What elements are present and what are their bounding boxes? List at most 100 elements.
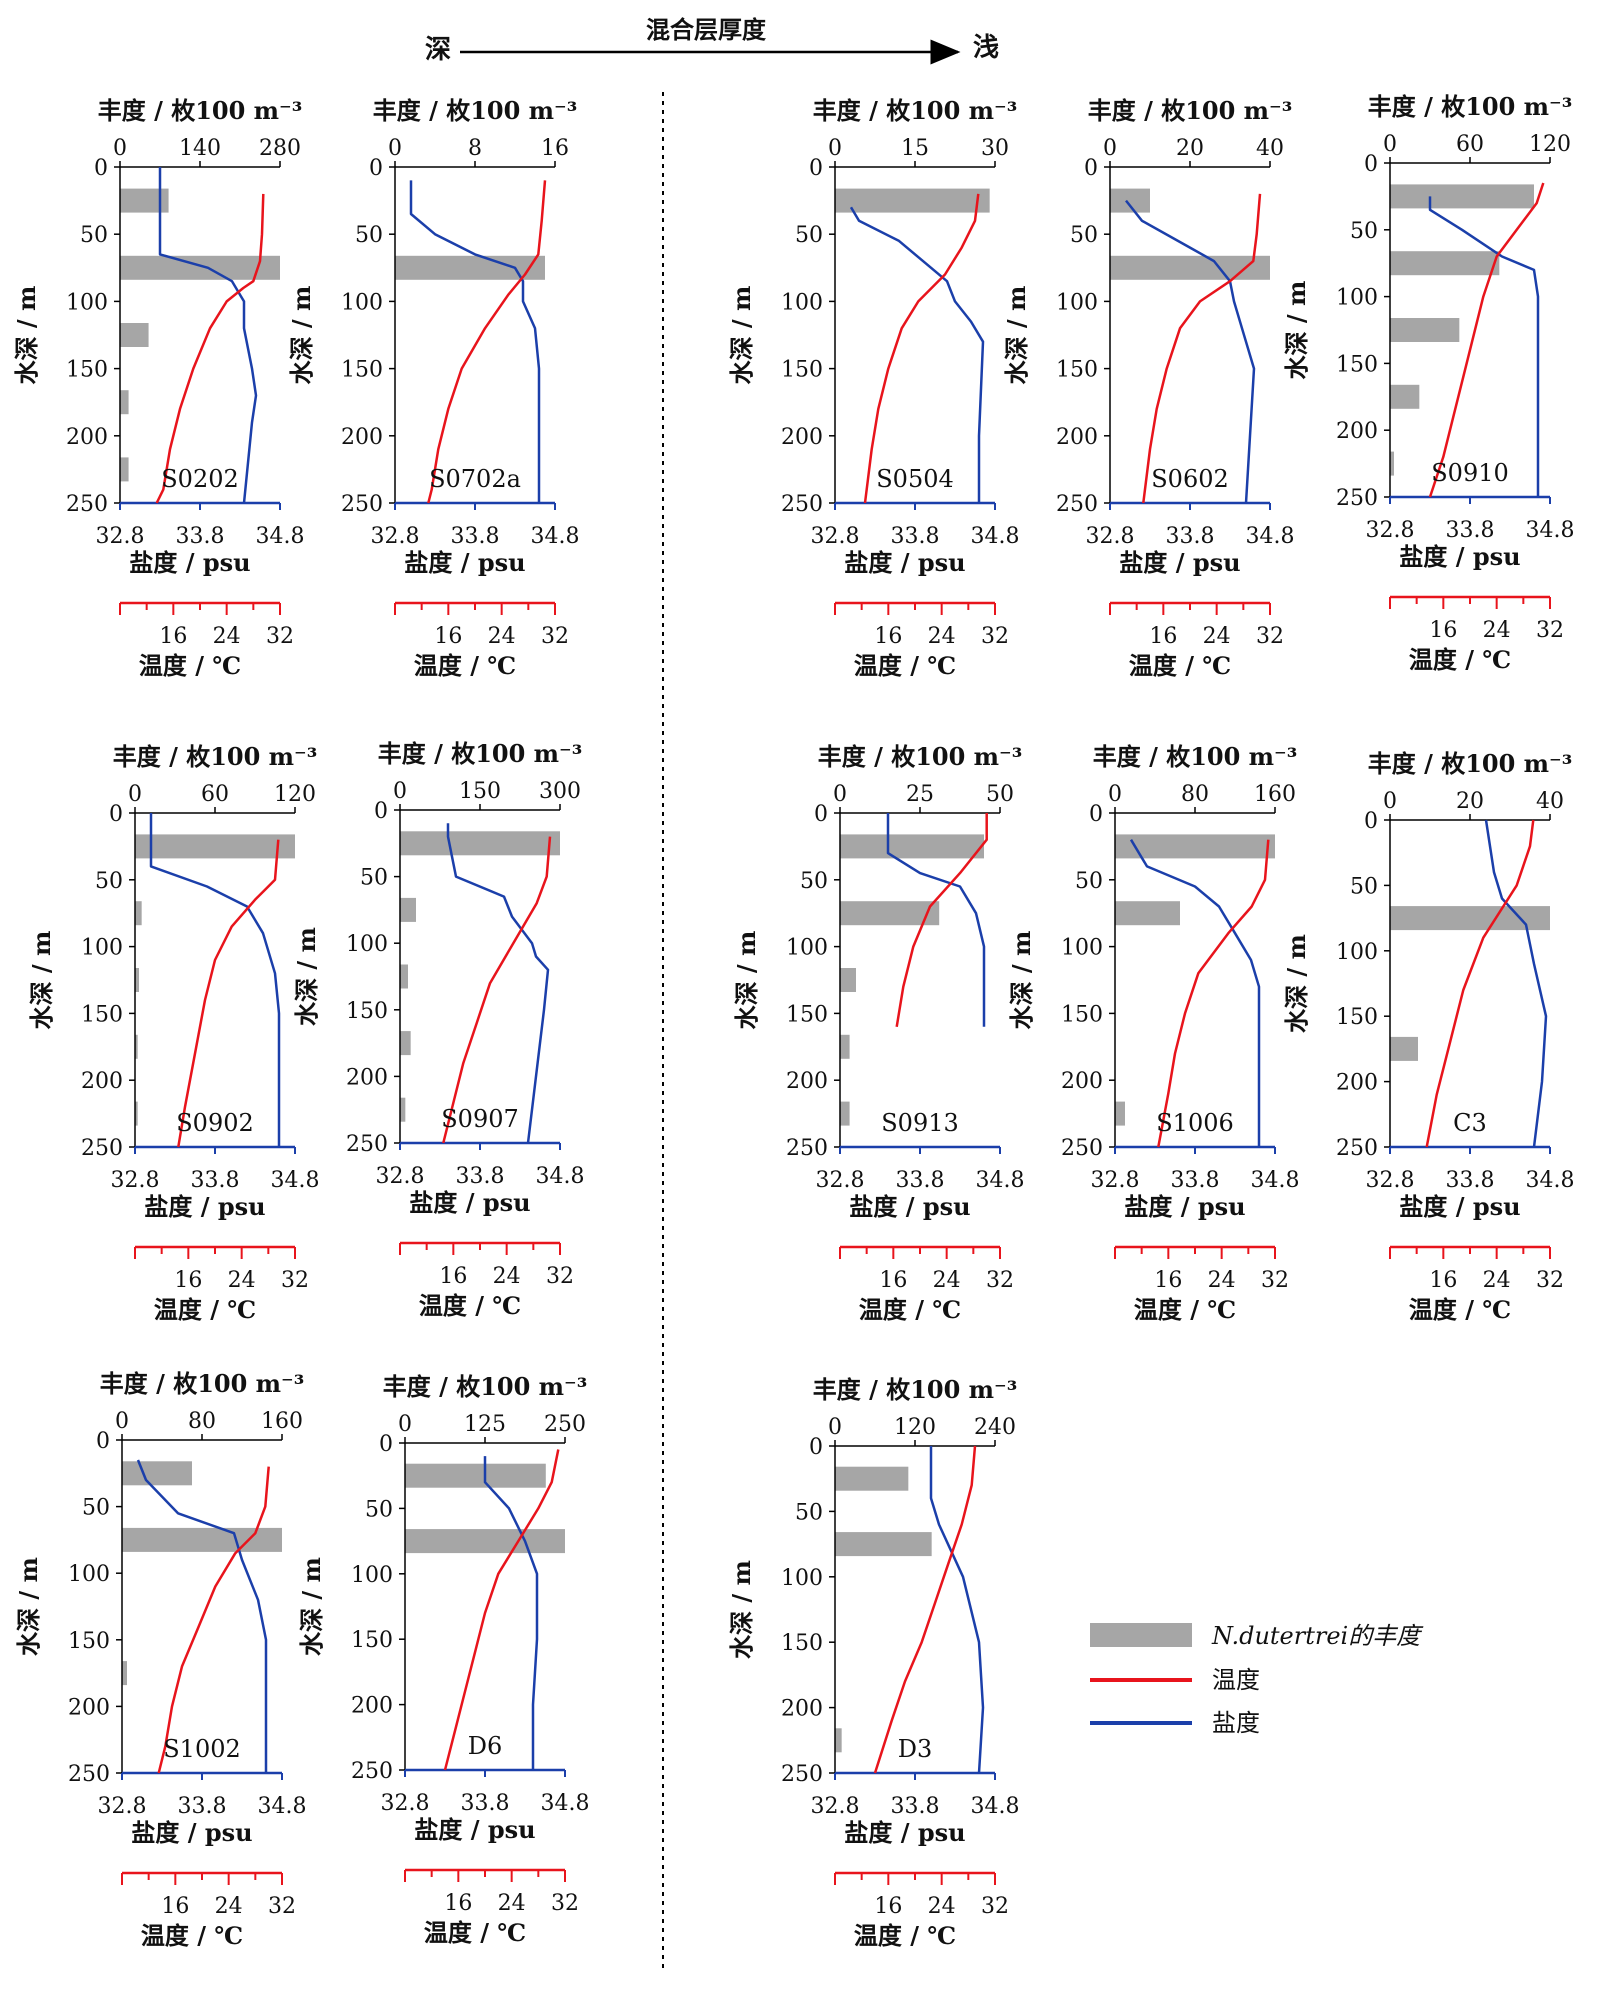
depth-axis-label: 水深 / m: [1282, 934, 1311, 1033]
depth-tick-label: 200: [1336, 419, 1378, 444]
temperature-tick-label: 32: [268, 1894, 296, 1919]
abundance-tick-label: 40: [1256, 136, 1284, 161]
depth-tick-label: 200: [346, 1065, 388, 1090]
salinity-line: [849, 206, 985, 503]
depth-tick-label: 100: [781, 290, 823, 315]
station-label: D3: [898, 1735, 933, 1763]
abundance-tick-label: 80: [1181, 782, 1209, 807]
abundance-axis-label: 丰度 / 枚100 m⁻³: [813, 1375, 1018, 1404]
station-label: S0907: [441, 1105, 519, 1133]
depth-tick-label: 50: [360, 866, 388, 891]
depth-tick-label: 250: [81, 1136, 123, 1161]
salinity-tick-label: 33.8: [1171, 1168, 1220, 1193]
salinity-axis-label: 盐度 / psu: [1119, 548, 1240, 577]
temperature-tick-label: 24: [213, 624, 241, 649]
temperature-tick-label: 16: [1154, 1268, 1182, 1293]
abundance-bar: [122, 1527, 282, 1552]
salinity-line: [446, 823, 550, 1144]
salinity-tick-label: 32.8: [811, 1794, 860, 1819]
station-label: S0202: [161, 465, 239, 493]
depth-tick-label: 50: [1350, 874, 1378, 899]
salinity-tick-label: 33.8: [896, 1168, 945, 1193]
temperature-tick-label: 16: [444, 1891, 472, 1916]
temperature-tick-label: 16: [434, 624, 462, 649]
temperature-line: [1157, 839, 1270, 1148]
depth-tick-label: 150: [1061, 1002, 1103, 1027]
salinity-tick-label: 33.8: [891, 524, 940, 549]
temperature-tick-label: 16: [879, 1268, 907, 1293]
abundance-bar: [405, 1529, 565, 1554]
abundance-tick-label: 30: [981, 136, 1009, 161]
abundance-bar: [1390, 184, 1534, 209]
depth-tick-label: 250: [1056, 492, 1098, 517]
temperature-tick-label: 32: [281, 1268, 309, 1293]
salinity-tick-label: 33.8: [1446, 1168, 1495, 1193]
abundance-axis-label: 丰度 / 枚100 m⁻³: [113, 742, 318, 771]
depth-axis-label: 水深 / m: [732, 931, 761, 1030]
abundance-bar: [400, 1097, 406, 1122]
abundance-bar: [122, 1661, 127, 1686]
depth-tick-label: 100: [1336, 940, 1378, 965]
abundance-bar: [1390, 384, 1420, 409]
depth-tick-label: 50: [795, 223, 823, 248]
depth-axis-label: 水深 / m: [27, 931, 56, 1030]
arrow-label: 混合层厚度: [646, 15, 767, 44]
depth-axis-label: 水深 / m: [292, 927, 321, 1026]
salinity-tick-label: 33.8: [176, 524, 225, 549]
depth-tick-label: 250: [68, 1762, 110, 1787]
temperature-tick-label: 16: [874, 624, 902, 649]
depth-tick-label: 100: [341, 290, 383, 315]
depth-tick-label: 0: [809, 1435, 823, 1460]
depth-axis-label: 水深 / m: [1007, 931, 1036, 1030]
depth-tick-label: 100: [68, 1562, 110, 1587]
depth-axis-label: 水深 / m: [727, 286, 756, 385]
panel-s1006: 0 50 100 150 200 250 水深 / m 0 80 160 丰度 / 枚100 m⁻³…: [1007, 742, 1299, 1324]
abundance-bar: [135, 1101, 138, 1126]
abundance-bar: [120, 188, 169, 213]
salinity-tick-label: 34.8: [971, 524, 1020, 549]
panel-d3: 0 50 100 150 200 250 水深 / m 0 120 240 丰度 / 枚100 m⁻…: [727, 1375, 1019, 1950]
panel-c3: 0 50 100 150 200 250 水深 / m 0 20 40 丰度 / 枚100 m⁻³ 3…: [1282, 749, 1574, 1324]
abundance-tick-label: 0: [1383, 789, 1397, 814]
abundance-tick-label: 60: [1456, 132, 1484, 157]
temperature-axis-label: 温度 / ℃: [854, 1921, 956, 1950]
abundance-tick-label: 0: [128, 782, 142, 807]
salinity-tick-label: 34.8: [976, 1168, 1025, 1193]
depth-tick-label: 100: [781, 1566, 823, 1591]
salinity-tick-label: 32.8: [811, 524, 860, 549]
station-label: S0504: [876, 465, 954, 493]
abundance-axis-label: 丰度 / 枚100 m⁻³: [378, 739, 583, 768]
depth-tick-label: 150: [1336, 1005, 1378, 1030]
depth-tick-label: 200: [351, 1694, 393, 1719]
mixed-layer-arrow: 混合层厚度 深 浅: [425, 15, 999, 65]
abundance-bar: [395, 255, 545, 280]
salinity-line: [158, 167, 258, 504]
abundance-bar: [400, 1031, 411, 1056]
temperature-axis-label: 温度 / ℃: [1409, 645, 1511, 674]
abundance-bar: [835, 1466, 909, 1491]
salinity-axis-label: 盐度 / psu: [1124, 1192, 1245, 1221]
abundance-tick-label: 20: [1176, 136, 1204, 161]
abundance-tick-label: 0: [828, 136, 842, 161]
abundance-bar: [1110, 188, 1150, 213]
temperature-tick-label: 16: [161, 1894, 189, 1919]
depth-tick-label: 250: [351, 1759, 393, 1784]
temperature-tick-label: 24: [488, 624, 516, 649]
salinity-tick-label: 34.8: [258, 1794, 307, 1819]
depth-tick-label: 250: [1336, 486, 1378, 511]
depth-tick-label: 50: [355, 223, 383, 248]
salinity-tick-label: 33.8: [456, 1164, 505, 1189]
legend-abundance-label: N.dutertrei的丰度: [1211, 1622, 1424, 1650]
depth-tick-label: 50: [1070, 223, 1098, 248]
abundance-tick-label: 300: [539, 779, 581, 804]
salinity-tick-label: 33.8: [461, 1791, 510, 1816]
abundance-bar: [135, 1034, 138, 1059]
salinity-tick-label: 34.8: [1251, 1168, 1300, 1193]
abundance-bar: [120, 457, 129, 482]
depth-tick-label: 100: [1061, 936, 1103, 961]
panel-s1002: 0 50 100 150 200 250 水深 / m 0 80 160 丰度 / 枚100 m⁻³…: [14, 1369, 306, 1950]
temperature-line: [177, 839, 280, 1148]
temperature-axis-label: 温度 / ℃: [854, 651, 956, 680]
temperature-line: [1428, 182, 1545, 498]
abundance-bar: [400, 897, 416, 922]
